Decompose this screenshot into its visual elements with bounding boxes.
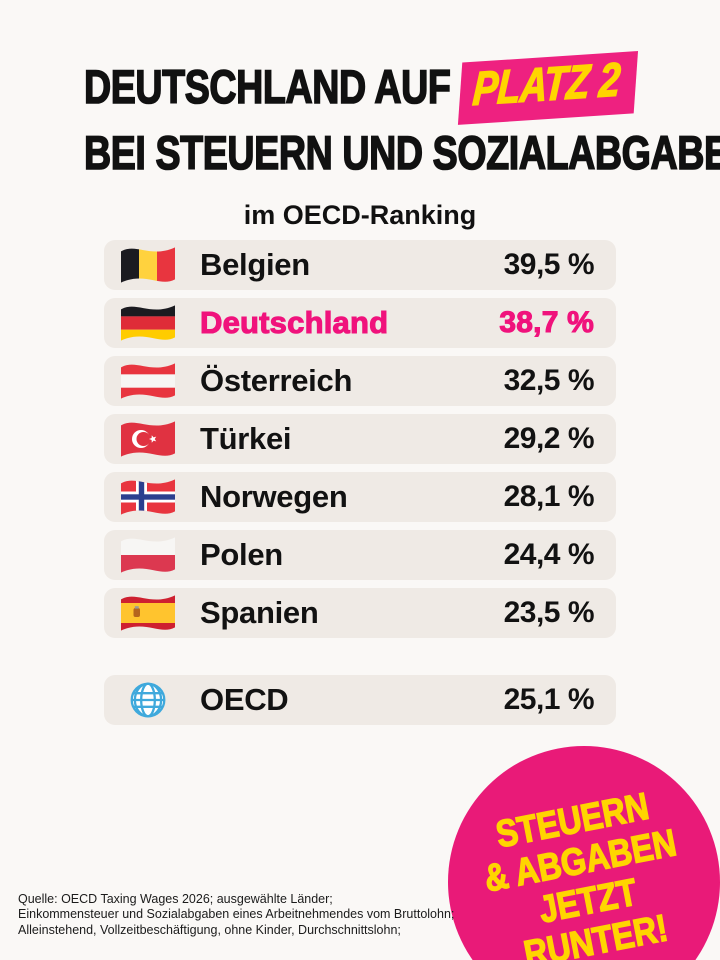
ranking-row: Norwegen 28,1 %: [104, 472, 616, 522]
turkey-flag-icon: [120, 418, 176, 460]
ranking-row: Polen 24,4 %: [104, 530, 616, 580]
source-line: Quelle: OECD Taxing Wages 2026; ausgewäh…: [18, 892, 333, 906]
germany-flag-icon: [120, 302, 176, 344]
country-value: 28,1 %: [503, 480, 595, 513]
country-value: 38,7 %: [499, 305, 595, 339]
austria-flag-icon: [120, 360, 176, 402]
country-name: Norwegen: [200, 479, 348, 514]
title-block: DEUTSCHLAND AUF PLATZ 2 BEI STEUERN UND S…: [0, 51, 720, 231]
globe-icon: [120, 679, 176, 721]
spain-flag-icon: [120, 592, 176, 634]
poland-flag-icon: [120, 534, 176, 576]
country-value: 29,2 %: [503, 422, 595, 455]
country-name: Polen: [200, 537, 283, 572]
sticker-badge: STEUERN & ABGABEN JETZT RUNTER!: [448, 746, 720, 960]
ranking-row: Spanien 23,5 %: [104, 588, 616, 638]
oecd-value: 25,1 %: [503, 683, 595, 716]
belgium-flag-icon: [120, 244, 176, 286]
country-name: Türkei: [200, 421, 292, 456]
norway-flag-icon: [120, 476, 176, 518]
ranking-row-highlighted: Deutschland 38,7 %: [104, 298, 616, 348]
country-name: Österreich: [200, 363, 353, 398]
title-line-1-text: DEUTSCHLAND AUF: [83, 59, 451, 114]
country-name: Spanien: [200, 595, 319, 630]
ranking-row: Österreich 32,5 %: [104, 356, 616, 406]
country-value: 32,5 %: [503, 364, 595, 397]
title-line-2: BEI STEUERN UND SOZIALABGABEN: [83, 125, 720, 180]
title-line-1: DEUTSCHLAND AUF PLATZ 2: [83, 51, 638, 125]
ranking-row: Türkei 29,2 %: [104, 414, 616, 464]
platz-badge: PLATZ 2: [458, 51, 638, 125]
oecd-summary-row: OECD 25,1 %: [104, 675, 616, 725]
source-line: Einkommensteuer und Sozialabgaben eines …: [18, 907, 455, 922]
country-value: 39,5 %: [503, 248, 595, 281]
ranking-row: Belgien 39,5 %: [104, 240, 616, 290]
country-value: 24,4 %: [503, 538, 595, 571]
country-name: Deutschland: [199, 304, 389, 340]
country-name: Belgien: [200, 247, 310, 282]
ranking-list: Belgien 39,5 % Deutschland 38,7 %: [104, 240, 616, 725]
source-line: Alleinstehend, Vollzeitbeschäftigung, oh…: [18, 922, 401, 937]
oecd-label: OECD: [200, 682, 289, 717]
country-value: 23,5 %: [503, 596, 595, 629]
sticker-text: STEUERN & ABGABEN JETZT RUNTER!: [456, 780, 712, 960]
source-note: Quelle: OECD Taxing Wages 2026; ausgewäh…: [18, 892, 454, 938]
subtitle: im OECD-Ranking: [243, 200, 477, 230]
